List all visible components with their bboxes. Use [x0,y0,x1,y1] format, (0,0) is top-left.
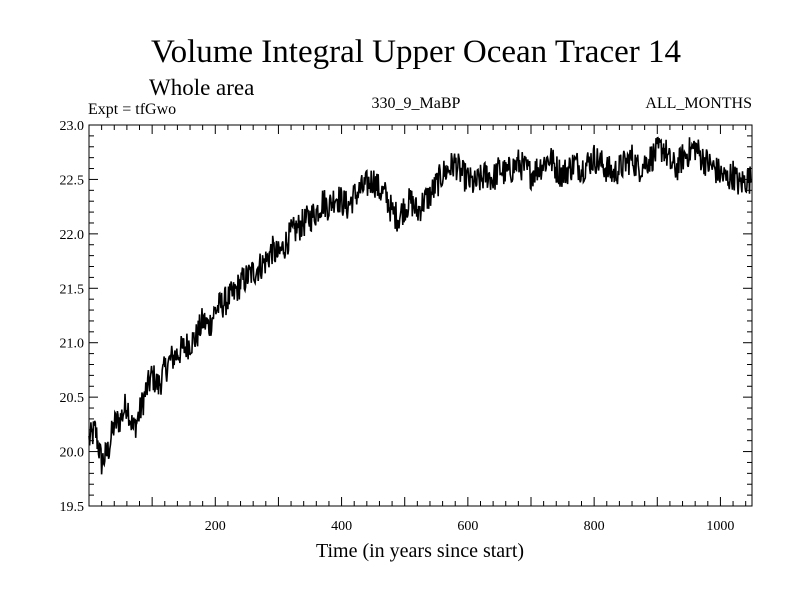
x-tick-label: 800 [584,519,605,534]
chart-title: Volume Integral Upper Ocean Tracer 14 [151,34,681,70]
y-tick-label: 22.0 [60,228,85,243]
months-label: ALL_MONTHS [645,95,752,112]
y-tick-label: 20.0 [60,446,85,461]
y-tick-label: 21.5 [60,282,85,297]
run-label: 330_9_MaBP [372,95,461,112]
plot-frame [88,124,753,507]
x-axis: 200 400 600 800 1000 [101,125,747,534]
y-tick-label: 23.0 [60,119,85,134]
y-tick-label: 19.5 [60,500,85,515]
x-tick-label: 200 [205,519,226,534]
series-layer [88,136,753,475]
y-tick-label: 21.0 [60,337,85,352]
x-axis-label: Time (in years since start) [316,540,524,562]
series-line-0 [88,136,753,475]
y-axis: 19.5 20.0 20.5 21.0 21.5 22.0 22.5 23.0 [60,119,752,515]
x-tick-label: 600 [457,519,478,534]
chart-subtitle: Whole area [149,75,254,100]
y-tick-label: 22.5 [60,173,85,188]
experiment-label: Expt = tfGwo [88,101,176,118]
x-tick-label: 1000 [706,519,734,534]
x-tick-label: 400 [331,519,352,534]
y-tick-label: 20.5 [60,391,85,406]
